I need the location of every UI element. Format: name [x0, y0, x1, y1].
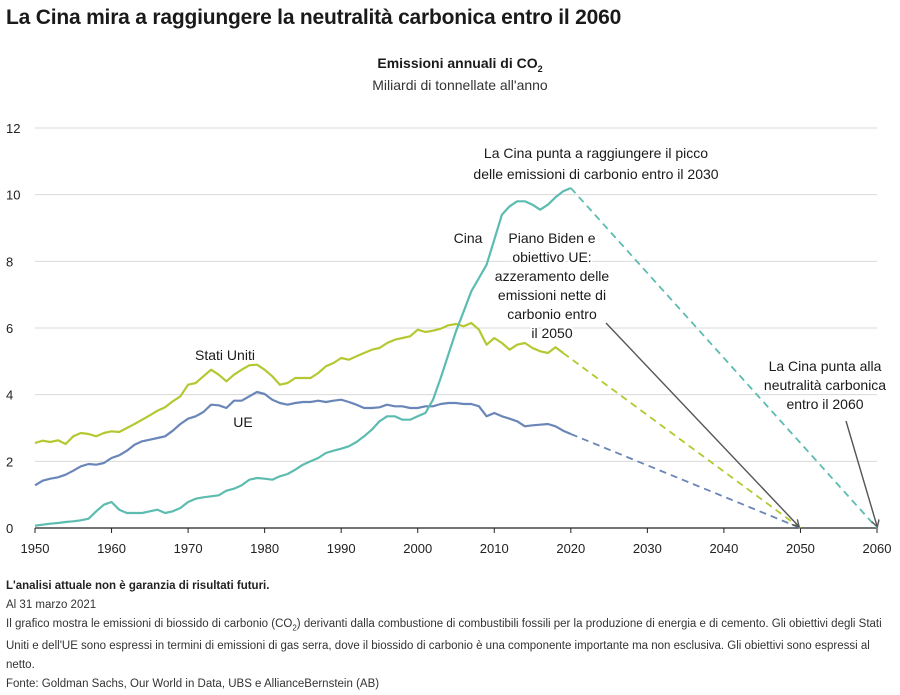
- x-tick-label: 1970: [174, 541, 203, 556]
- projection-lines: [562, 187, 878, 529]
- x-tick-label: 1960: [97, 541, 126, 556]
- series-line-ue: [34, 390, 572, 487]
- y-tick-label: 0: [6, 521, 13, 536]
- series-line-cina: [34, 186, 572, 527]
- arrow-china-2060: [845, 420, 877, 526]
- x-tick-label: 1990: [327, 541, 356, 556]
- as-of-date: Al 31 marzo 2021: [6, 599, 97, 611]
- chart-subtitle: Miliardi di tonnellate all'anno: [372, 76, 548, 93]
- arrow-us-eu-2050: [605, 322, 798, 526]
- chart-labels: Stati Uniti UE Cina La Cina punta a raggiun…: [195, 145, 886, 430]
- x-tick-label: 2000: [403, 541, 432, 556]
- annotation-arrows: [605, 322, 877, 526]
- page-title: La Cina mira a raggiungere la neutralità…: [6, 6, 622, 29]
- projection-line-cina: [570, 187, 878, 529]
- chart-axes: 0 2 4 6 8 10 12 1950 1960 1970 1980 1990 2000 2010 202…: [6, 121, 891, 556]
- projection-line-ue: [570, 433, 801, 529]
- projection-line-stati-uniti: [562, 352, 801, 529]
- series-label-us: Stati Uniti: [195, 347, 255, 363]
- chart-note: Il grafico mostra le emissioni di biossi…: [6, 618, 882, 672]
- y-tick-label: 2: [6, 454, 13, 469]
- y-tick-label: 12: [6, 121, 20, 136]
- source-note: Fonte: Goldman Sachs, Our World in Data,…: [6, 678, 380, 691]
- series-label-china: Cina: [454, 230, 483, 246]
- y-tick-label: 8: [6, 254, 13, 269]
- x-tick-label: 1950: [21, 541, 50, 556]
- x-tick-label: 2060: [863, 541, 892, 556]
- x-tick-label: 1980: [250, 541, 279, 556]
- y-tick-label: 4: [6, 388, 13, 403]
- series-label-eu: UE: [233, 414, 252, 430]
- chart-grid: [35, 127, 877, 462]
- emissions-chart: 0 2 4 6 8 10 12 1950 1960 1970 1980 1990 2000 2010 202…: [6, 121, 891, 556]
- annotation-us-eu-2050: Piano Biden e obiettivo UE: azzeramento de…: [495, 230, 610, 341]
- x-tick-label: 2020: [556, 541, 585, 556]
- x-tick-label: 2050: [786, 541, 815, 556]
- y-tick-label: 10: [6, 188, 20, 203]
- x-tick-label: 2010: [480, 541, 509, 556]
- y-tick-label: 6: [6, 321, 13, 336]
- annotation-china-neutral: La Cina punta alla neutralità carbonica en…: [764, 358, 886, 412]
- annotation-china-peak: La Cina punta a raggiungere il picco dell…: [473, 145, 718, 182]
- series-lines: [34, 186, 572, 527]
- disclaimer: L'analisi attuale non è garanzia di risu…: [6, 580, 270, 592]
- chart-title: Emissioni annuali di CO2: [377, 55, 543, 74]
- x-tick-label: 2040: [709, 541, 738, 556]
- x-tick-label: 2030: [633, 541, 662, 556]
- footer: L'analisi attuale non è garanzia di risu…: [6, 577, 896, 694]
- series-line-stati-uniti: [34, 321, 564, 446]
- chart-header: Emissioni annuali di CO2 Miliardi di ton…: [300, 55, 620, 93]
